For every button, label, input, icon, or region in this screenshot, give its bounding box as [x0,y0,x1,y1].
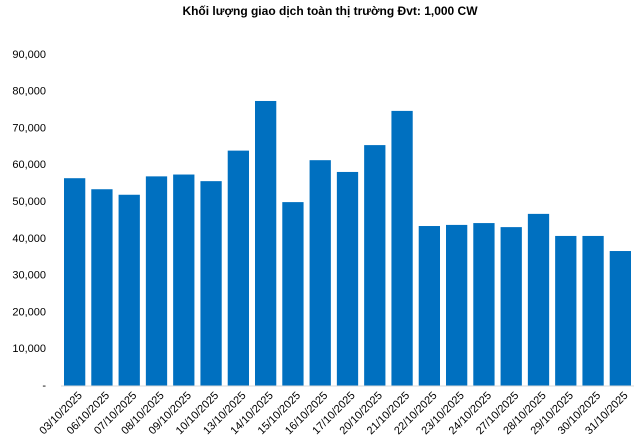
bar [418,226,440,386]
bar [91,189,113,386]
bar [446,224,468,386]
bar [555,235,577,386]
bar [336,171,359,386]
bar [582,235,604,386]
bar [309,160,331,386]
bar [145,176,168,386]
bar [364,145,386,386]
bar [173,174,195,386]
y-tick-label: 10,000 [12,343,46,355]
bar [118,194,140,386]
bar [527,213,550,386]
chart-title: Khối lượng giao dịch toàn thị trường Đvt… [182,4,478,18]
y-tick-label: 20,000 [12,306,46,318]
bar [500,227,522,386]
y-tick-label: 80,000 [12,86,46,98]
y-tick-label: 60,000 [12,159,46,171]
bar [227,150,249,386]
y-tick-label: 40,000 [12,233,46,245]
bar [200,181,222,386]
bar [255,100,277,386]
bar [473,223,495,386]
y-tick-label: 30,000 [12,270,46,282]
bar [64,178,86,386]
y-tick-label: 70,000 [12,122,46,134]
y-tick-label: 90,000 [12,49,46,61]
y-tick-label: 50,000 [12,196,46,208]
y-tick-label: - [42,380,46,392]
bar [391,110,413,386]
bar [282,202,304,386]
bar [609,251,631,386]
